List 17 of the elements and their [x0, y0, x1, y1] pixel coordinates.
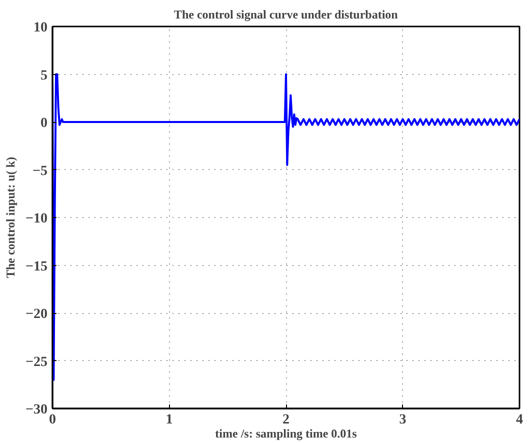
- line-series: [52, 73, 520, 381]
- x-axis-title: time /s: sampling time 0.01s: [215, 426, 358, 440]
- y-tick-label: −10: [26, 212, 48, 226]
- y-tick-label: −5: [32, 164, 48, 179]
- y-tick-label: −20: [26, 307, 48, 322]
- y-tick-label: 5: [40, 68, 48, 84]
- y-tick-label: −30: [26, 402, 48, 418]
- y-tick-label: 0: [40, 116, 48, 131]
- x-tick-label: 3: [399, 412, 406, 428]
- x-tick-label: 2: [282, 412, 290, 428]
- x-tick-label: 4: [516, 412, 523, 428]
- chart-title: The control signal curve under disturbation: [174, 8, 398, 22]
- x-tick-label: 1: [166, 412, 173, 428]
- y-tick-label: −15: [26, 259, 48, 274]
- y-axis-title: The control input: u( k): [4, 156, 18, 278]
- y-tick-label: 10: [34, 20, 48, 36]
- y-tick-label: −25: [26, 354, 48, 370]
